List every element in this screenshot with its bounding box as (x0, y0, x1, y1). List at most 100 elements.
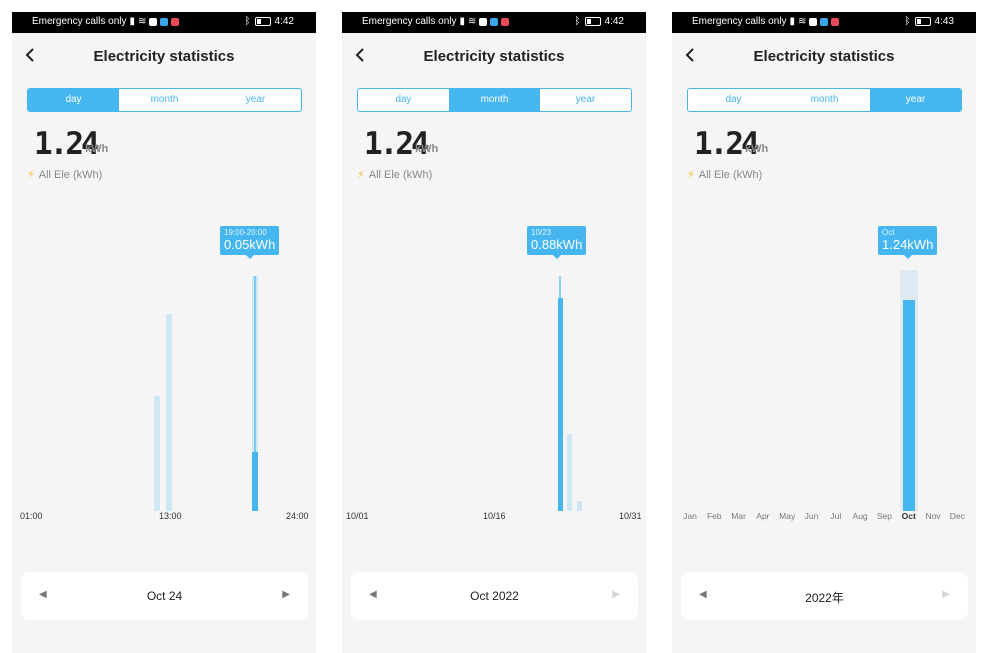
tab-year[interactable]: year (870, 89, 961, 111)
wifi-icon: ≋ (138, 16, 147, 27)
page-title: Electricity statistics (753, 48, 895, 65)
month-label-sep: Sep (876, 511, 892, 521)
bluetooth-icon: ᛒ (574, 16, 581, 27)
tooltip-value: 0.88kWh (531, 237, 583, 252)
month-label-jul: Jul (830, 511, 842, 521)
app-notification-icon (820, 17, 829, 26)
month-label-dec: Dec (949, 511, 965, 521)
bar-selected[interactable] (902, 300, 915, 511)
tooltip-range: 19:00-20:00 (224, 228, 267, 237)
triangle-right-icon[interactable]: ▶ (282, 589, 290, 600)
app-notification-icon-red (171, 17, 180, 26)
tab-day[interactable]: day (395, 94, 412, 105)
tab-year[interactable]: year (575, 94, 596, 105)
carrier-text: Emergency calls only (32, 16, 127, 27)
summary-label: ⚡ All Ele (kWh) (357, 168, 432, 181)
total-unit: kWh (745, 143, 769, 155)
tab-day[interactable]: day (28, 89, 119, 111)
x-axis-label-end: 24:00 (286, 511, 309, 521)
bar[interactable] (576, 501, 582, 511)
tab-month[interactable]: month (150, 94, 179, 105)
tooltip: Oct 1.24kWh (878, 226, 938, 259)
page-title: Electricity statistics (423, 48, 565, 65)
date-navigator: ◀ 2022年 ▶ (681, 572, 968, 620)
total-unit: kWh (85, 143, 109, 155)
bar[interactable] (166, 313, 173, 511)
carrier-text: Emergency calls only (692, 16, 787, 27)
day-chart[interactable] (12, 217, 316, 517)
phone-screen-month: Emergency calls only ▮ ≋ ᛒ 4:42 Electric… (342, 12, 646, 653)
notification-icon (149, 17, 158, 26)
selection-guide-line (253, 276, 256, 511)
clock: 4:42 (604, 16, 624, 27)
month-label-aug: Aug (852, 511, 868, 521)
summary-label-text: All Ele (kWh) (38, 169, 103, 181)
month-label-jun: Jun (804, 511, 819, 521)
wifi-icon: ≋ (798, 16, 807, 27)
notification-icon (809, 17, 818, 26)
signal-icon: ▮ (789, 16, 795, 27)
back-icon[interactable] (354, 46, 376, 68)
tab-month[interactable]: month (810, 94, 839, 105)
tooltip-date: 10/23 (531, 228, 552, 237)
month-label-mar: Mar (731, 511, 746, 521)
year-chart[interactable] (672, 217, 976, 517)
clock: 4:43 (934, 16, 954, 27)
tooltip-month: Oct (882, 228, 895, 237)
summary-label: ⚡ All Ele (kWh) (27, 168, 102, 181)
x-axis-label-mid: 10/16 (483, 511, 506, 521)
x-axis-label-end: 10/31 (619, 511, 642, 521)
back-icon[interactable] (24, 46, 46, 68)
app-notification-icon-red (501, 17, 510, 26)
bar[interactable] (153, 395, 160, 511)
triangle-left-icon[interactable]: ◀ (39, 589, 47, 600)
current-period: Oct 2022 (470, 589, 519, 603)
date-navigator: ◀ Oct 24 ▶ (21, 572, 308, 620)
carrier-text: Emergency calls only (362, 16, 457, 27)
bluetooth-icon: ᛒ (904, 16, 911, 27)
phone-screen-day: Emergency calls only ▮ ≋ ᛒ 4:42 Electric… (12, 12, 316, 653)
triangle-left-icon[interactable]: ◀ (369, 589, 377, 600)
bluetooth-icon: ᛒ (244, 16, 251, 27)
page-title: Electricity statistics (93, 48, 235, 65)
triangle-left-icon[interactable]: ◀ (699, 589, 707, 600)
tooltip: 19:00-20:00 0.05kWh (220, 226, 280, 259)
lightning-icon: ⚡ (687, 169, 695, 181)
phone-screen-year: Emergency calls only ▮ ≋ ᛒ 4:43 Electric… (672, 12, 976, 653)
month-label-feb: Feb (706, 511, 722, 521)
lightning-icon: ⚡ (27, 169, 35, 181)
summary-label-text: All Ele (kWh) (698, 169, 763, 181)
app-notification-icon (160, 17, 169, 26)
x-axis-label-start: 01:00 (20, 511, 43, 521)
total-value: 1.24 (364, 126, 430, 162)
month-chart[interactable] (342, 217, 646, 517)
total-value: 1.24 (34, 126, 100, 162)
period-tabs: day month year (357, 88, 632, 112)
summary-label-text: All Ele (kWh) (368, 169, 433, 181)
tab-year[interactable]: year (245, 94, 266, 105)
bar[interactable] (567, 433, 573, 511)
tooltip-value: 1.24kWh (882, 237, 934, 252)
battery-icon (254, 17, 271, 26)
triangle-right-icon[interactable]: ▶ (612, 589, 620, 600)
total-value: 1.24 (694, 126, 760, 162)
month-label-jan: Jan (683, 511, 697, 521)
tab-month[interactable]: month (449, 89, 540, 111)
month-label-nov: Nov (925, 511, 941, 521)
x-axis-label-start: 10/01 (346, 511, 369, 521)
tab-day[interactable]: day (725, 94, 742, 105)
x-axis-label-mid: 13:00 (159, 511, 182, 521)
app-notification-icon (490, 17, 499, 26)
signal-icon: ▮ (459, 16, 465, 27)
wifi-icon: ≋ (468, 16, 477, 27)
back-icon[interactable] (684, 46, 706, 68)
triangle-right-icon[interactable]: ▶ (942, 589, 950, 600)
period-tabs: day month year (687, 88, 962, 112)
summary-label: ⚡ All Ele (kWh) (687, 168, 762, 181)
current-period: 2022年 (805, 591, 844, 605)
selection-guide-line (559, 276, 562, 511)
month-label-oct: Oct (901, 511, 916, 521)
month-label-apr: Apr (756, 511, 770, 521)
lightning-icon: ⚡ (357, 169, 365, 181)
tooltip: 10/23 0.88kWh (527, 226, 587, 259)
